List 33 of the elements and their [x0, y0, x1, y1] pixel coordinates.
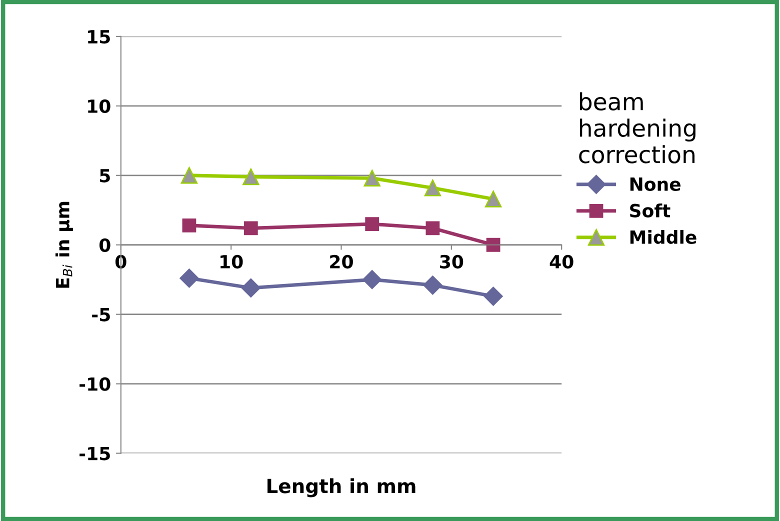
- point: [484, 190, 502, 208]
- legend-title: beam hardening correction: [579, 92, 696, 164]
- x-tick-label: 20: [330, 254, 353, 269]
- point: [241, 278, 260, 298]
- y-tick-label: -15: [80, 446, 110, 460]
- point: [423, 276, 442, 295]
- point: [364, 170, 380, 187]
- legend-label: Soft: [630, 203, 670, 218]
- legend-label: None: [630, 178, 681, 191]
- point: [242, 168, 260, 186]
- point: [180, 268, 199, 288]
- x-tick-label: 10: [220, 254, 243, 269]
- y-tick-label: 15: [88, 30, 110, 44]
- x-axis-title: Length in mm: [268, 478, 416, 498]
- point: [486, 238, 500, 252]
- point: [244, 221, 258, 236]
- point: [424, 180, 442, 196]
- y-tick-label: 10: [88, 99, 110, 114]
- point: [365, 217, 380, 231]
- x-tick-label: 40: [550, 254, 574, 269]
- point: [484, 286, 503, 306]
- x-tick-label: 30: [440, 254, 464, 269]
- y-tick-label: 0: [99, 238, 110, 252]
- x-tick-label: 0: [115, 254, 126, 269]
- point: [180, 167, 198, 184]
- y-tick-label: 5: [100, 169, 110, 183]
- y-axis-title: E$_{Bi}$ in µm: [55, 202, 73, 288]
- y-tick-label: -5: [92, 308, 110, 322]
- point: [426, 221, 440, 236]
- point: [182, 218, 196, 232]
- legend-label: Middle: [630, 230, 696, 244]
- y-tick-label: -10: [80, 377, 110, 391]
- point: [362, 270, 382, 290]
